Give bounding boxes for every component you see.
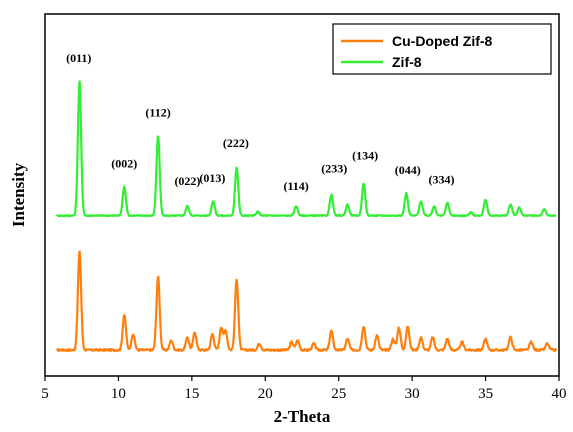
- peak-label: (222): [223, 136, 249, 150]
- peak-label: (013): [199, 171, 225, 185]
- legend-label-zif8: Zif-8: [392, 54, 422, 70]
- annotation-layer: (011) (002) (112) (022)(013) (222) (114) (233)…: [66, 51, 454, 193]
- legend: Cu-Doped Zif-8 Zif-8: [332, 23, 552, 75]
- peak-label: (011): [66, 51, 91, 65]
- peak-label: (002): [111, 157, 137, 171]
- y-axis-label: Intensity: [9, 162, 28, 227]
- series-layer: [55, 80, 558, 353]
- peak-label: (334): [429, 173, 455, 187]
- x-tick-label: 5: [41, 386, 49, 402]
- legend-box: [332, 23, 552, 75]
- x-tick-label: 25: [331, 386, 346, 402]
- peak-label: (134): [352, 149, 378, 163]
- peak-label: (233): [321, 161, 347, 175]
- x-axis-label: 2-Theta: [274, 407, 331, 426]
- plot-frame: [44, 13, 560, 377]
- x-tick-label: 30: [405, 386, 420, 402]
- legend-label-cu-doped-zif8: Cu-Doped Zif-8: [392, 33, 493, 49]
- peak-label: (114): [283, 179, 308, 193]
- peak-label: (022): [174, 174, 200, 188]
- x-tick-label: 10: [111, 386, 126, 402]
- series-line-zif-8: [55, 80, 557, 218]
- peak-label: (044): [395, 163, 421, 177]
- peak-label: (112): [145, 105, 170, 119]
- x-tick-label: 20: [258, 386, 273, 402]
- x-axis: 5 10 15 20 25 30 35 40: [41, 376, 567, 402]
- x-tick-label: 15: [184, 386, 199, 402]
- x-tick-label: 35: [478, 386, 493, 402]
- x-tick-label: 40: [552, 386, 567, 402]
- series-line-cu-doped-zif-8: [56, 250, 558, 353]
